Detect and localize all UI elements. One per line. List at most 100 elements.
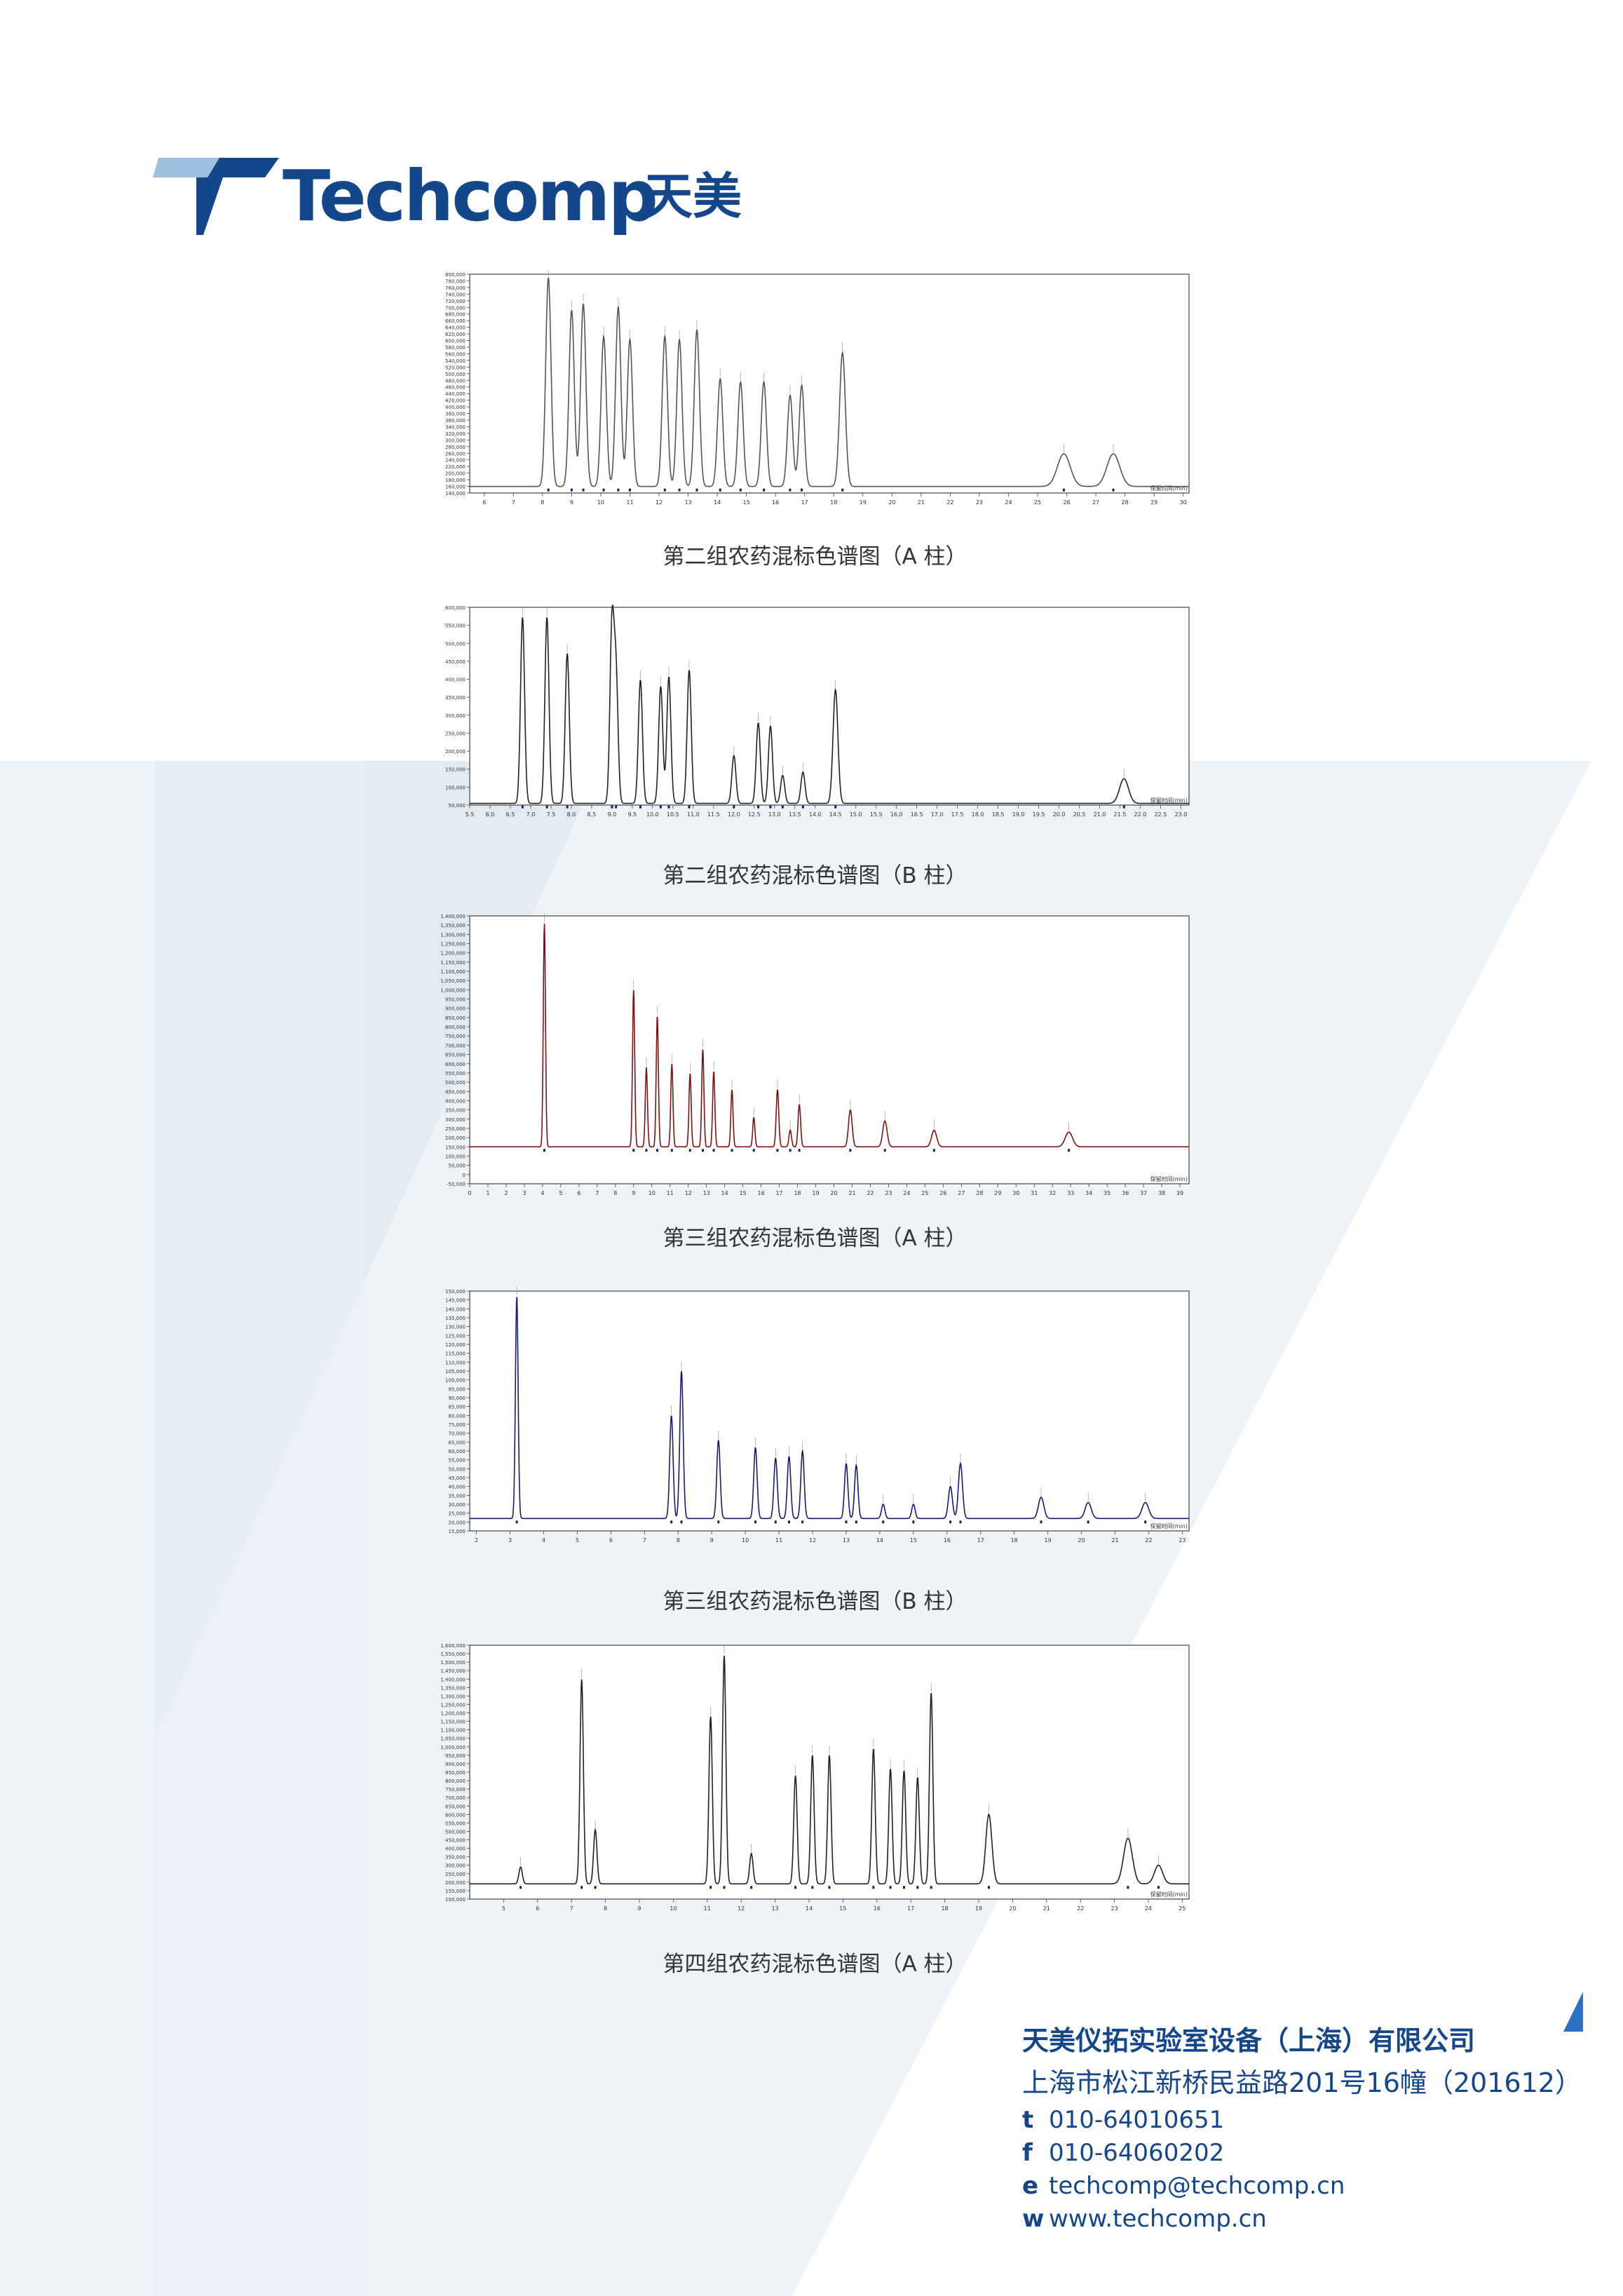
y-tick-label: 1,150,000 [440, 960, 466, 966]
y-tick-label: 800,000 [445, 1778, 466, 1784]
y-tick-label: 1,000,000 [440, 1745, 466, 1750]
x-tick-label: 15 [910, 1537, 917, 1544]
x-tick-label: 12 [685, 1190, 692, 1196]
email-row[interactable]: e techcomp@techcomp.cn [1022, 2170, 1597, 2203]
x-tick-label: 2 [504, 1190, 508, 1196]
x-tick-label: 16 [874, 1905, 881, 1912]
x-tick-label: 20.0 [1053, 811, 1066, 818]
y-tick-label: 700,000 [445, 305, 466, 311]
plot-frame [469, 1645, 1190, 1900]
y-tick-label: 260,000 [445, 451, 466, 457]
x-tick-label: 20 [830, 1190, 837, 1196]
x-tick-label: 33 [1067, 1190, 1074, 1196]
x-tick-label: 5 [502, 1905, 505, 1912]
x-tick-label: 39 [1176, 1190, 1183, 1196]
y-tick-label: 50,000 [449, 1163, 466, 1169]
y-tick-label: 250,000 [445, 1126, 466, 1132]
peak-baseline-marker [688, 805, 691, 809]
website-link[interactable]: www.techcomp.cn [1049, 2205, 1267, 2233]
x-tick-label: 14 [721, 1190, 728, 1196]
y-tick-label: 760,000 [445, 285, 466, 291]
y-tick-label: 600,000 [445, 1062, 466, 1067]
peak-baseline-marker [787, 1520, 790, 1524]
y-tick-label: 750,000 [445, 1787, 466, 1792]
y-tick-label: 900,000 [445, 1006, 466, 1012]
y-tick-label: 95,000 [449, 1386, 466, 1392]
peak-baseline-marker [594, 1886, 597, 1889]
y-tick-label: 450,000 [445, 1089, 466, 1095]
y-tick-label: 140,000 [445, 491, 466, 497]
y-tick-label: 100,000 [445, 1378, 466, 1384]
y-tick-label: 550,000 [445, 1071, 466, 1076]
x-tick-label: 20 [1009, 1905, 1016, 1912]
y-tick-label: 700,000 [445, 1795, 466, 1801]
y-tick-label: 300,000 [445, 713, 466, 719]
peak-baseline-marker [789, 488, 792, 492]
y-tick-label: 660,000 [445, 318, 466, 324]
peak-baseline-marker [811, 1886, 814, 1889]
peak-baseline-marker [723, 1886, 726, 1889]
peak-baseline-marker [1122, 805, 1125, 809]
x-tick-label: 30 [1180, 499, 1187, 506]
x-tick-label: 5.5 [466, 811, 475, 818]
x-tick-label: 5 [576, 1537, 579, 1544]
peak-baseline-marker [733, 805, 735, 809]
peak-baseline-marker [930, 1886, 932, 1889]
x-tick-label: 17 [775, 1190, 782, 1196]
y-tick-label: 150,000 [445, 1144, 466, 1150]
peak-baseline-marker [602, 488, 605, 492]
y-tick-label: 950,000 [445, 997, 466, 1003]
x-tick-label: 13 [843, 1537, 850, 1544]
logo-wordmark: Techcomp [283, 155, 658, 237]
y-tick-label: 300,000 [445, 1863, 466, 1869]
x-tick-label: 15 [743, 499, 750, 506]
y-tick-label: 1,250,000 [440, 942, 466, 947]
x-tick-label: 12 [809, 1537, 816, 1544]
x-tick-label: 6 [609, 1537, 613, 1544]
y-tick-label: 420,000 [445, 398, 466, 404]
y-tick-label: 600,000 [445, 1812, 466, 1818]
x-tick-label: 11.0 [687, 811, 700, 818]
fax-label: f [1022, 2139, 1033, 2167]
y-tick-label: 500,000 [445, 1829, 466, 1835]
x-tick-label: 15 [740, 1190, 747, 1196]
peak-baseline-marker [882, 1520, 885, 1524]
y-tick-label: 740,000 [445, 292, 466, 297]
peak-baseline-marker [1068, 1149, 1071, 1152]
peak-baseline-marker [545, 805, 548, 809]
y-tick-label: 520,000 [445, 365, 466, 370]
x-tick-label: 10 [648, 1190, 656, 1196]
y-tick-label: 125,000 [445, 1333, 466, 1339]
y-tick-label: 580,000 [445, 345, 466, 351]
y-tick-label: 450,000 [445, 1838, 466, 1844]
chromatogram-trace [470, 605, 1189, 804]
peak-baseline-marker [949, 1520, 952, 1524]
x-tick-label: 17.5 [951, 811, 964, 818]
peak-baseline-marker [659, 805, 662, 809]
y-tick-label: 300,000 [445, 438, 466, 443]
plot-frame [469, 1290, 1190, 1532]
x-tick-label: 9 [570, 499, 573, 506]
x-tick-label: 11 [704, 1905, 711, 1912]
x-tick-label: 21 [1043, 1905, 1050, 1912]
y-tick-label: 30,000 [449, 1502, 466, 1508]
peak-baseline-marker [776, 1149, 779, 1152]
y-tick-label: 1,150,000 [440, 1720, 466, 1725]
peak-baseline-marker [520, 1886, 522, 1889]
x-tick-label: 19 [1045, 1537, 1052, 1544]
y-tick-label: 80,000 [449, 1413, 466, 1419]
y-tick-label: 800,000 [445, 1025, 466, 1030]
peak-baseline-marker [611, 805, 613, 809]
company-name: 天美仪拓实验室设备（上海）有限公司 [1022, 2025, 1476, 2056]
peak-baseline-marker [1144, 1520, 1147, 1524]
plot-frame [469, 274, 1190, 494]
peak-baseline-marker [1040, 1520, 1043, 1524]
x-tick-label: 26 [1063, 499, 1070, 506]
peak-baseline-marker [663, 488, 666, 492]
y-tick-label: 460,000 [445, 385, 466, 391]
email-link[interactable]: techcomp@techcomp.cn [1049, 2172, 1345, 2200]
peak-baseline-marker [754, 1520, 757, 1524]
x-tick-label: 23.0 [1175, 811, 1188, 818]
web-row[interactable]: w www.techcomp.cn [1022, 2203, 1597, 2236]
peak-baseline-marker [828, 1886, 831, 1889]
